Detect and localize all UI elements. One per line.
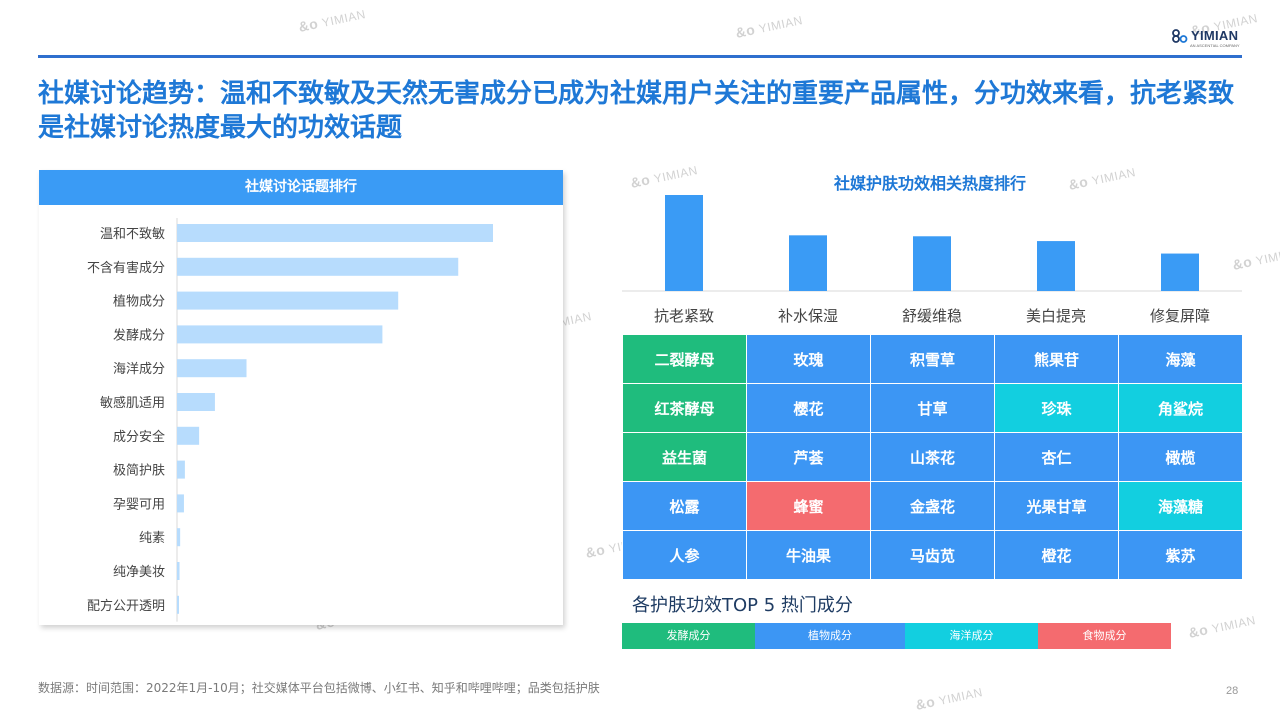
topic-bar <box>177 257 459 276</box>
efficacy-bar <box>1037 241 1075 291</box>
topic-label: 配方公开透明 <box>87 598 165 614</box>
topic-label: 成分安全 <box>113 429 165 445</box>
ingredient-cell: 蜂蜜 <box>746 481 871 531</box>
page-title: 社媒讨论趋势：温和不致敏及天然无害成分已成为社媒用户关注的重要产品属性，分功效来… <box>38 79 1235 143</box>
ingredient-cell: 马齿苋 <box>870 530 995 580</box>
topic-ranking-title: 社媒讨论话题排行 <box>39 170 563 205</box>
topic-label: 植物成分 <box>113 295 165 310</box>
ingredient-cell: 海藻糖 <box>1118 481 1243 531</box>
ingredient-cell: 珍珠 <box>994 383 1119 433</box>
ingredient-cell: 金盏花 <box>870 481 995 531</box>
legend-item: 发酵成分 <box>622 623 755 649</box>
efficacy-bar <box>789 235 827 291</box>
efficacy-bar <box>1161 253 1199 291</box>
topic-label: 纯素 <box>139 531 165 546</box>
legend-item: 海洋成分 <box>905 623 1038 649</box>
topic-bar <box>177 291 399 310</box>
ingredient-cell: 人参 <box>622 530 747 580</box>
ingredient-cell: 樱花 <box>746 383 871 433</box>
ingredient-cell: 角鲨烷 <box>1118 383 1243 433</box>
topic-label: 纯净美妆 <box>113 565 165 580</box>
logo-mark-icon <box>1172 28 1188 43</box>
topic-bar <box>177 359 247 378</box>
ingredient-row: 红茶酵母 樱花 甘草 珍珠 角鲨烷 <box>622 383 1243 433</box>
topic-bar <box>177 494 184 513</box>
efficacy-bar <box>665 195 703 291</box>
topic-label: 发酵成分 <box>113 327 165 343</box>
brand-logo: YIMIAN <box>1172 28 1238 43</box>
topic-bar <box>177 426 200 445</box>
watermark: &oYIMIAN <box>297 7 367 35</box>
topic-label: 极简护肤 <box>113 463 165 479</box>
legend-item: 植物成分 <box>755 623 905 649</box>
ingredient-row: 人参 牛油果 马齿苋 橙花 紫苏 <box>622 530 1243 580</box>
ingredient-cell: 杏仁 <box>994 432 1119 482</box>
ingredient-cell: 芦荟 <box>746 432 871 482</box>
topic-label: 温和不致敏 <box>100 227 165 242</box>
topic-label: 敏感肌适用 <box>100 395 165 411</box>
efficacy-label: 美白提亮 <box>1026 307 1086 325</box>
efficacy-label: 舒缓维稳 <box>902 307 962 325</box>
ingredient-cell: 甘草 <box>870 383 995 433</box>
efficacy-ranking-title: 社媒护肤功效相关热度排行 <box>833 174 1026 193</box>
ingredient-cell: 熊果苷 <box>994 334 1119 384</box>
watermark: &oYIMIAN <box>914 685 984 713</box>
topic-ranking-chart: 温和不致敏不含有害成分植物成分发酵成分海洋成分敏感肌适用成分安全极简护肤孕婴可用… <box>87 218 493 622</box>
topic-label: 孕婴可用 <box>113 497 165 512</box>
topic-bar <box>177 562 180 580</box>
ingredient-cell: 益生菌 <box>622 432 747 482</box>
ingredient-cell: 橄榄 <box>1118 432 1243 482</box>
ingredient-cell: 玫瑰 <box>746 334 871 384</box>
ingredient-cell: 橙花 <box>994 530 1119 580</box>
ingredient-cell: 松露 <box>622 481 747 531</box>
watermark: &oYIMIAN <box>1187 613 1257 641</box>
logo-text: YIMIAN <box>1191 28 1239 43</box>
topic-bar <box>177 325 383 344</box>
ingredient-cell: 红茶酵母 <box>622 383 747 433</box>
efficacy-ranking-chart: 抗老紧致 补水保湿 舒缓维稳 美白提亮 修复屏障 <box>622 195 1242 325</box>
ingredient-cell: 二裂酵母 <box>622 334 747 384</box>
ingredient-table-title: 各护肤功效TOP 5 热门成分 <box>632 595 853 616</box>
ingredient-legend: 发酵成分 植物成分 海洋成分 食物成分 <box>622 623 1171 649</box>
efficacy-label: 修复屏障 <box>1150 307 1210 325</box>
ingredient-row: 二裂酵母 玫瑰 积雪草 熊果苷 海藻 <box>622 334 1243 384</box>
ingredient-cell: 山茶花 <box>870 432 995 482</box>
ingredient-cell: 紫苏 <box>1118 530 1243 580</box>
topic-bar <box>177 595 179 614</box>
ingredient-cell: 海藻 <box>1118 334 1243 384</box>
page-number: 28 <box>1226 685 1239 697</box>
ingredient-row: 松露 蜂蜜 金盏花 光果甘草 海藻糖 <box>622 481 1243 531</box>
efficacy-label: 抗老紧致 <box>654 307 714 325</box>
watermark: &oYIMIAN <box>734 13 804 41</box>
topic-bar <box>177 460 185 479</box>
ingredient-cell: 积雪草 <box>870 334 995 384</box>
topic-label: 海洋成分 <box>113 362 165 377</box>
topic-bar <box>177 393 215 411</box>
ingredient-table: 二裂酵母 玫瑰 积雪草 熊果苷 海藻 红茶酵母 樱花 甘草 珍珠 角鲨烷 益生菌 芦荟 山茶花 杏仁 橄榄松… <box>622 334 1243 580</box>
ingredient-row: 益生菌 芦荟 山茶花 杏仁 橄榄 <box>622 432 1243 482</box>
ingredient-cell: 光果甘草 <box>994 481 1119 531</box>
efficacy-bar <box>913 236 951 291</box>
topic-ranking-panel: 社媒讨论话题排行 温和不致敏不含有害成分植物成分发酵成分海洋成分敏感肌适用成分安… <box>39 170 563 625</box>
header-divider <box>38 55 1242 58</box>
logo-subtitle: AN ASCENTIAL COMPANY <box>1190 43 1240 48</box>
legend-item: 食物成分 <box>1038 623 1171 649</box>
topic-bar <box>177 528 181 547</box>
efficacy-label: 补水保湿 <box>778 307 838 325</box>
data-source-note: 数据源：时间范围：2022年1月-10月；社交媒体平台包括微博、小红书、知乎和哔… <box>38 681 600 695</box>
ingredient-cell: 牛油果 <box>746 530 871 580</box>
topic-label: 不含有害成分 <box>87 260 165 276</box>
topic-bar <box>177 224 493 242</box>
